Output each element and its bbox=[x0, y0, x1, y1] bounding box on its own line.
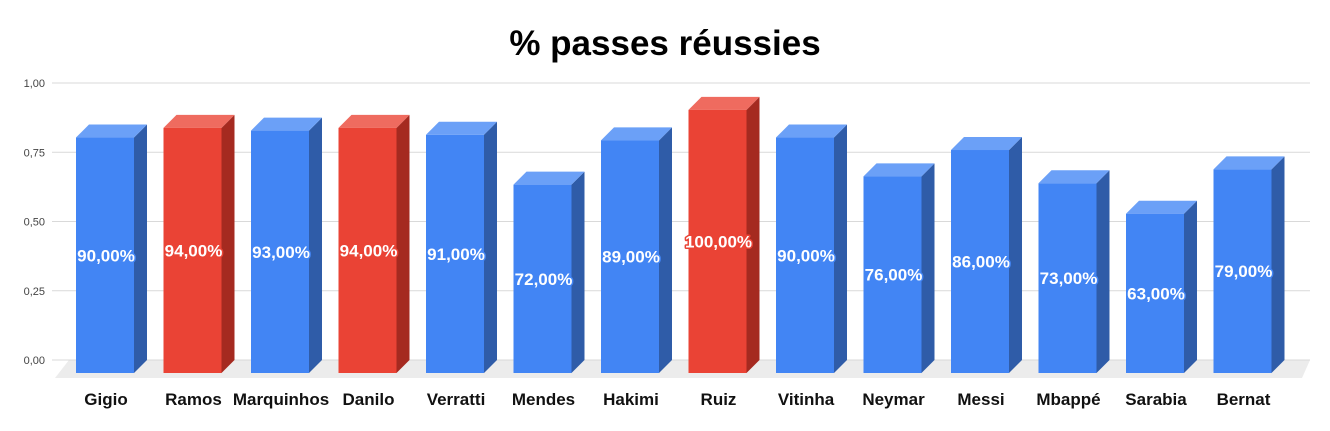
bar-top-face bbox=[76, 124, 147, 138]
x-tick-label: Messi bbox=[957, 390, 1004, 409]
floor-plane bbox=[55, 360, 1310, 378]
y-tick-label: 0,00 bbox=[24, 355, 45, 367]
y-axis-ticks: 0,00 0,25 0,50 0,75 1,00 bbox=[24, 78, 45, 367]
bar-front-face bbox=[601, 140, 659, 373]
bar-front-face bbox=[251, 130, 309, 373]
bar bbox=[163, 114, 235, 373]
bar bbox=[776, 124, 847, 373]
bar-front-face bbox=[163, 127, 222, 373]
bar-side-face bbox=[1096, 170, 1110, 373]
data-label: 94,00% bbox=[340, 241, 398, 260]
data-label: 100,00% bbox=[685, 232, 752, 251]
chart-floor bbox=[55, 360, 1310, 378]
bar-front-face bbox=[76, 137, 134, 373]
bar-top-face bbox=[338, 114, 410, 128]
y-tick-label: 0,25 bbox=[24, 286, 45, 298]
x-tick-label: Danilo bbox=[343, 390, 395, 409]
x-tick-label: Neymar bbox=[862, 390, 925, 409]
bar-front-face bbox=[1126, 213, 1184, 373]
bar bbox=[76, 124, 147, 373]
bar bbox=[863, 163, 935, 373]
bar-side-face bbox=[396, 114, 410, 373]
bar-top-face bbox=[688, 96, 760, 110]
bars bbox=[76, 96, 1285, 373]
data-label: 89,00% bbox=[602, 248, 660, 267]
bar-side-face bbox=[746, 96, 760, 373]
x-tick-label: Marquinhos bbox=[233, 390, 329, 409]
data-label: 79,00% bbox=[1215, 262, 1273, 281]
bar-top-face bbox=[426, 121, 497, 135]
data-label: 63,00% bbox=[1127, 284, 1185, 303]
bar-front-face bbox=[338, 127, 397, 373]
bar-top-face bbox=[1213, 156, 1285, 170]
bar-top-face bbox=[601, 127, 672, 141]
bar-top-face bbox=[1038, 170, 1110, 184]
data-label: 90,00% bbox=[777, 246, 835, 265]
y-tick-label: 0,50 bbox=[24, 217, 45, 229]
x-tick-label: Sarabia bbox=[1125, 390, 1187, 409]
data-label: 94,00% bbox=[165, 241, 223, 260]
y-tick-label: 0,75 bbox=[24, 147, 45, 159]
x-tick-label: Hakimi bbox=[603, 390, 659, 409]
bar bbox=[426, 121, 497, 373]
bar-front-face bbox=[688, 109, 747, 373]
x-tick-label: Verratti bbox=[427, 390, 486, 409]
x-tick-label: Vitinha bbox=[778, 390, 835, 409]
bar bbox=[601, 127, 672, 373]
bar-side-face bbox=[1009, 137, 1022, 373]
bar-side-face bbox=[921, 163, 935, 373]
bar bbox=[1213, 156, 1285, 373]
bar-top-face bbox=[513, 171, 585, 185]
bar-top-face bbox=[251, 117, 322, 131]
bar bbox=[688, 96, 760, 373]
data-label: 76,00% bbox=[865, 266, 923, 285]
bar bbox=[251, 117, 322, 373]
data-label: 91,00% bbox=[427, 245, 485, 264]
data-labels: 90,00% 94,00% 93,00% 94,00% 91,00% 72,00% 89,0… bbox=[76, 231, 1274, 305]
bar-side-face bbox=[571, 171, 585, 373]
bar bbox=[338, 114, 410, 373]
bar-side-face bbox=[484, 121, 497, 373]
bar-side-face bbox=[1271, 156, 1285, 373]
x-tick-label: Ramos bbox=[165, 390, 222, 409]
bar-side-face bbox=[134, 124, 147, 373]
bar-side-face bbox=[309, 117, 322, 373]
bar bbox=[951, 137, 1022, 373]
bar bbox=[513, 171, 585, 373]
x-tick-label: Mendes bbox=[512, 390, 575, 409]
x-tick-label: Gigio bbox=[84, 390, 127, 409]
bar bbox=[1038, 170, 1110, 373]
x-tick-label: Ruiz bbox=[701, 390, 737, 409]
bar-side-face bbox=[221, 114, 235, 373]
bar bbox=[1126, 200, 1197, 373]
y-tick-label: 1,00 bbox=[24, 78, 45, 90]
bar-side-face bbox=[1184, 200, 1197, 373]
x-tick-label: Mbappé bbox=[1036, 390, 1100, 409]
data-label: 90,00% bbox=[77, 246, 135, 265]
data-label: 93,00% bbox=[252, 243, 310, 262]
bar-front-face bbox=[951, 150, 1009, 373]
bar-side-face bbox=[659, 127, 672, 373]
bar-top-face bbox=[776, 124, 847, 138]
chart-title: % passes réussies bbox=[509, 24, 820, 63]
data-label: 73,00% bbox=[1040, 269, 1098, 288]
bar-side-face bbox=[834, 124, 847, 373]
bar-front-face bbox=[863, 176, 922, 373]
bar-front-face bbox=[1213, 169, 1272, 373]
bar-top-face bbox=[1126, 200, 1197, 214]
data-label: 86,00% bbox=[952, 253, 1010, 272]
bar-front-face bbox=[1038, 183, 1097, 373]
gridlines bbox=[52, 82, 1310, 361]
x-tick-label: Bernat bbox=[1217, 390, 1271, 409]
x-axis-labels: Gigio Ramos Marquinhos Danilo Verratti Mendes… bbox=[84, 390, 1270, 409]
bar-front-face bbox=[776, 137, 834, 373]
bar-top-face bbox=[163, 114, 235, 128]
bar-top-face bbox=[863, 163, 935, 177]
bar-front-face bbox=[426, 134, 484, 373]
bar-top-face bbox=[951, 137, 1022, 151]
bar-front-face bbox=[513, 184, 572, 373]
data-label: 72,00% bbox=[515, 270, 573, 289]
